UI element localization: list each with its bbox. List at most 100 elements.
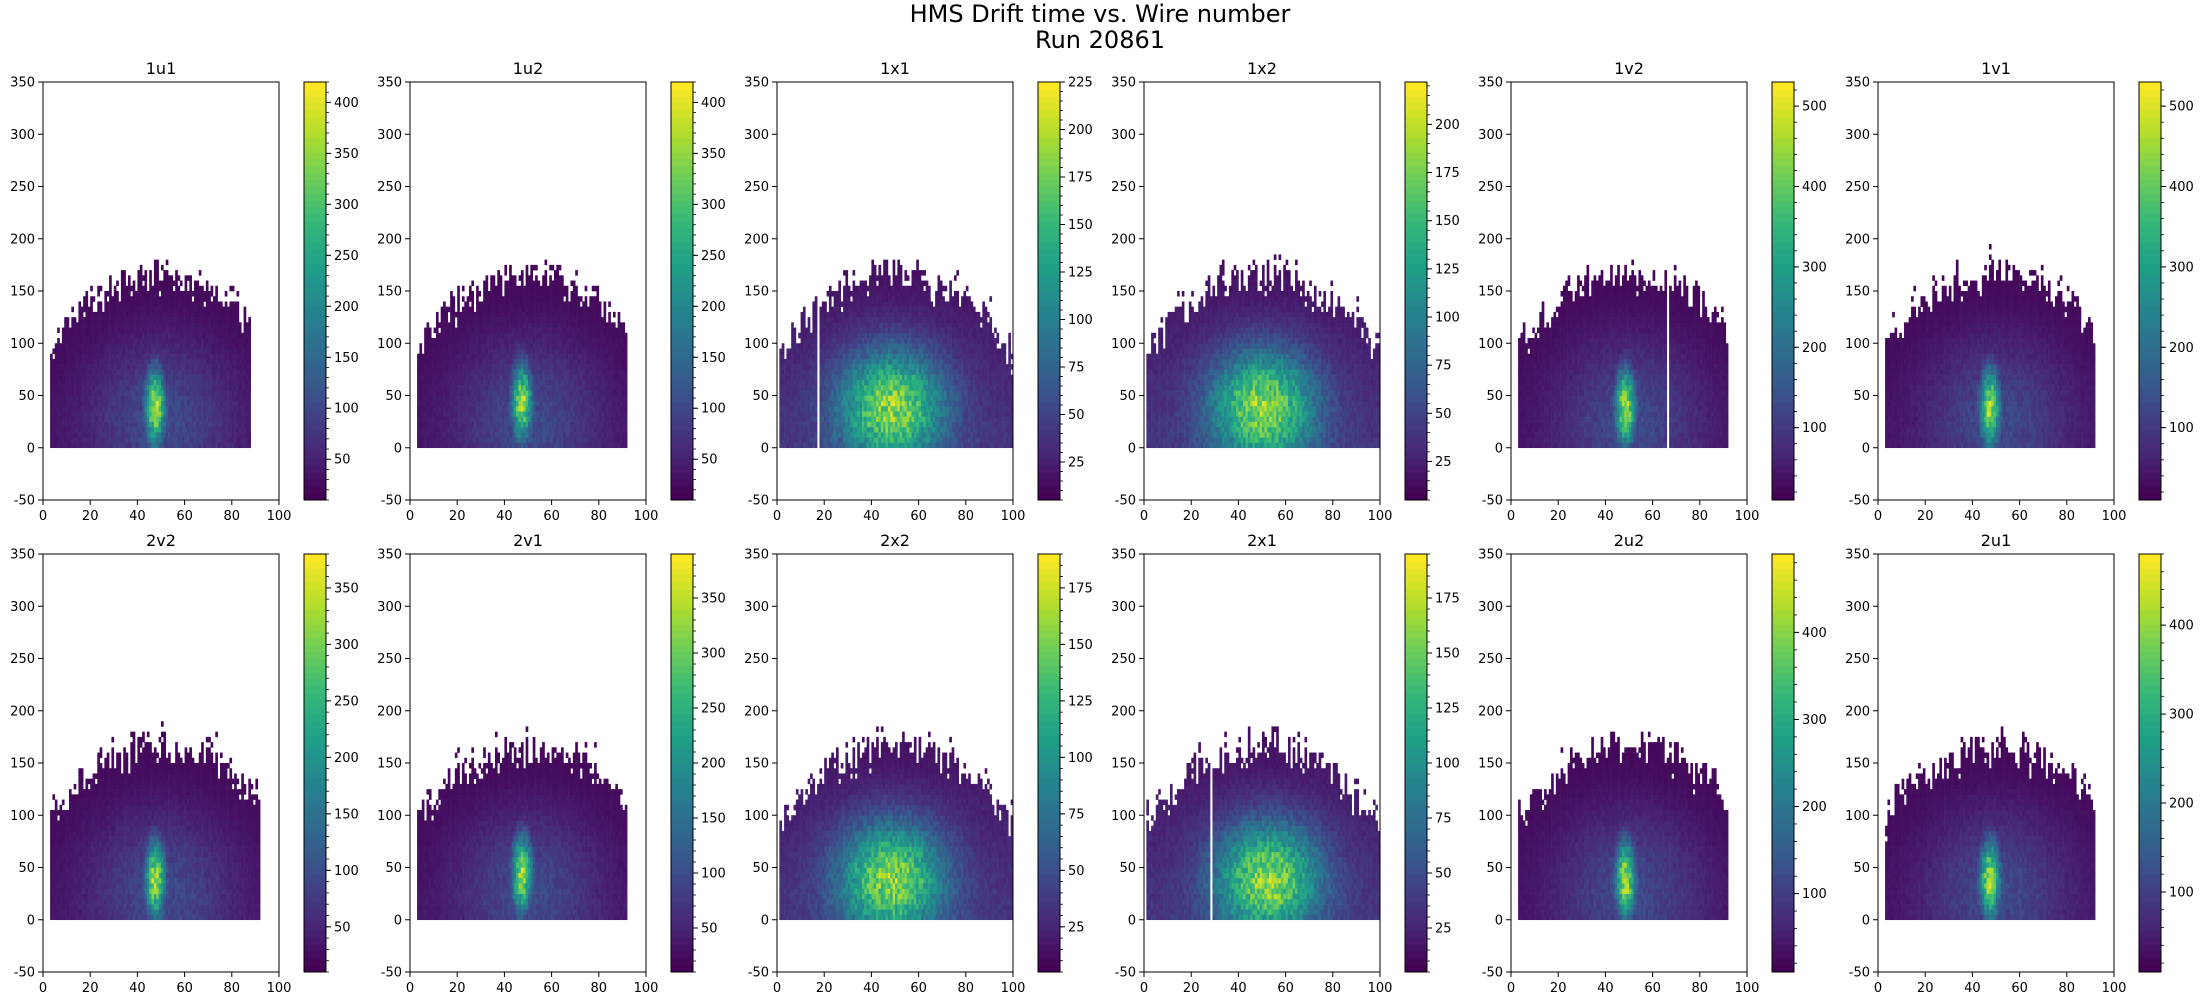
x-tick-label: 80 (591, 981, 608, 996)
y-tick-label: -50 (1849, 966, 1870, 981)
y-tick-label: -50 (748, 494, 769, 509)
x-tick-label: 20 (1550, 981, 1567, 996)
heatmap-cells (779, 726, 1013, 920)
x-tick-label: 40 (496, 509, 513, 524)
y-tick-label: 350 (10, 76, 35, 91)
y-tick-label: 300 (744, 600, 769, 615)
colorbar-tick-label: 400 (2169, 619, 2194, 634)
subplot-title: 1x1 (880, 59, 910, 78)
y-tick-label: 100 (744, 809, 769, 824)
heatmap-cells (1885, 244, 2095, 448)
y-tick-label: 200 (10, 704, 35, 719)
colorbar-tick-label: 350 (334, 581, 359, 596)
y-tick-label: 100 (377, 809, 402, 824)
y-tick-label: 50 (1119, 861, 1136, 876)
colorbar-tick-label: 100 (334, 402, 359, 417)
y-tick-label: 100 (1478, 337, 1503, 352)
x-tick-label: 60 (176, 981, 193, 996)
x-tick-label: 60 (543, 509, 560, 524)
colorbar-tick-label: 150 (1068, 218, 1093, 233)
y-tick-label: 250 (10, 180, 35, 195)
x-tick-label: 100 (1001, 509, 1026, 524)
x-tick-label: 40 (863, 981, 880, 996)
x-tick-label: 40 (863, 509, 880, 524)
x-tick-label: 60 (1644, 981, 1661, 996)
subplot-title: 2v2 (146, 531, 176, 550)
y-tick-label: 50 (385, 861, 402, 876)
x-tick-label: 0 (773, 509, 781, 524)
y-tick-label: 250 (1478, 652, 1503, 667)
y-tick-label: 250 (1111, 180, 1136, 195)
x-tick-label: 80 (1692, 981, 1709, 996)
colorbar-tick-label: 50 (334, 453, 351, 468)
x-tick-label: 20 (1550, 509, 1567, 524)
x-tick-label: 100 (1368, 509, 1393, 524)
y-tick-label: 200 (744, 232, 769, 247)
x-tick-label: 100 (1735, 981, 1760, 996)
colorbar-tick-label: 75 (1068, 807, 1085, 822)
y-tick-label: 350 (377, 548, 402, 563)
x-tick-label: 60 (543, 981, 560, 996)
colorbar-tick-label: 50 (334, 920, 351, 935)
y-tick-label: 350 (744, 76, 769, 91)
y-tick-label: 250 (377, 652, 402, 667)
x-tick-label: 40 (1964, 509, 1981, 524)
subplot-title: 2x2 (880, 531, 910, 550)
x-tick-label: 100 (2102, 981, 2127, 996)
y-tick-label: 300 (1845, 600, 1870, 615)
x-tick-label: 40 (1597, 981, 1614, 996)
colorbar-tick-label: 100 (1068, 313, 1093, 328)
x-tick-label: 0 (1507, 981, 1515, 996)
colorbar-tick-label: 250 (701, 702, 726, 717)
colorbar-tick-label: 350 (701, 592, 726, 607)
y-tick-label: 100 (377, 337, 402, 352)
y-tick-label: 150 (744, 285, 769, 300)
x-tick-label: 20 (1183, 509, 1200, 524)
colorbar-tick-label: 400 (1802, 626, 1827, 641)
x-tick-label: 40 (1964, 981, 1981, 996)
colorbar-tick-label: 100 (701, 402, 726, 417)
heatmap-cells (50, 260, 251, 448)
y-tick-label: 350 (1478, 76, 1503, 91)
subplot-title: 1u1 (146, 59, 177, 78)
x-tick-label: 80 (958, 509, 975, 524)
colorbar-tick-label: 150 (1435, 647, 1460, 662)
colorbar-tick-label: 500 (1802, 100, 1827, 115)
colorbar-tick-label: 150 (334, 807, 359, 822)
y-tick-label: 200 (1111, 232, 1136, 247)
colorbar-tick-label: 100 (1802, 887, 1827, 902)
x-tick-label: 0 (773, 981, 781, 996)
colorbar-tick-label: 175 (1435, 592, 1460, 607)
x-tick-label: 100 (634, 509, 659, 524)
x-tick-label: 0 (1874, 509, 1882, 524)
y-tick-label: 0 (394, 441, 402, 456)
colorbar-tick-label: 125 (1435, 262, 1460, 277)
x-tick-label: 60 (2011, 509, 2028, 524)
y-tick-label: 250 (1478, 180, 1503, 195)
colorbar-tick-label: 500 (2169, 100, 2194, 115)
colorbar-tick-label: 300 (701, 198, 726, 213)
y-tick-label: 350 (1845, 548, 1870, 563)
y-tick-label: 100 (1478, 809, 1503, 824)
colorbar-tick-label: 300 (701, 647, 726, 662)
x-tick-label: 60 (910, 981, 927, 996)
colorbar-tick-label: 50 (701, 922, 718, 937)
colorbar-tick-label: 400 (334, 96, 359, 111)
figure-subtitle: Run 20861 (0, 26, 2200, 54)
y-tick-label: 300 (1845, 128, 1870, 143)
y-tick-label: 200 (10, 232, 35, 247)
y-tick-label: 350 (1478, 548, 1503, 563)
y-tick-label: 150 (377, 285, 402, 300)
subplot-title: 2x1 (1247, 531, 1277, 550)
y-tick-label: 100 (744, 337, 769, 352)
heatmap-cells (1146, 254, 1380, 448)
y-tick-label: -50 (381, 494, 402, 509)
y-tick-label: 0 (394, 913, 402, 928)
